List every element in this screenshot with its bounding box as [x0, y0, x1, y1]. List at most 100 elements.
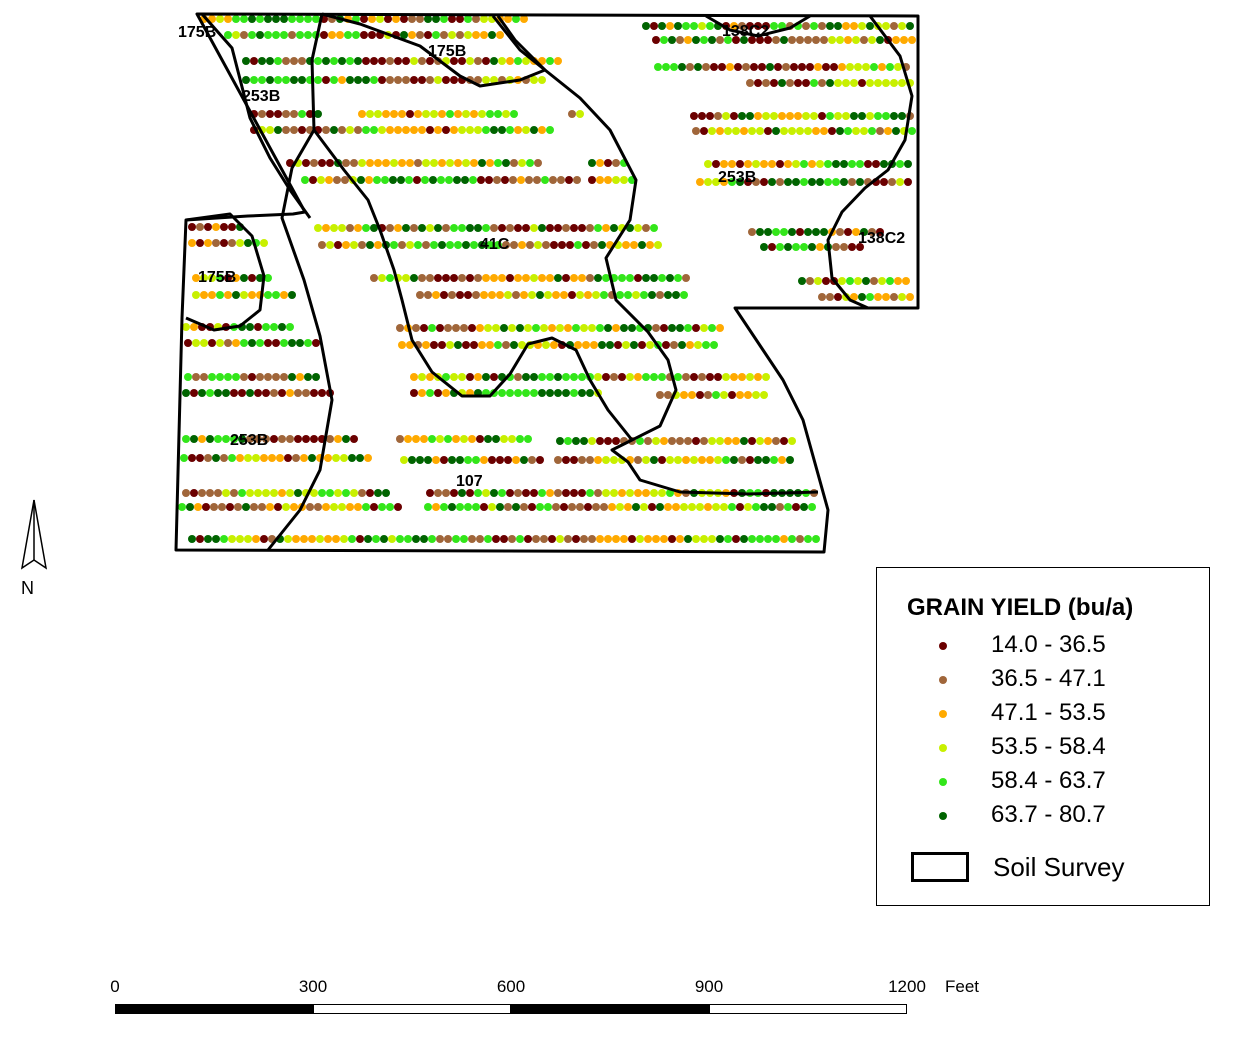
yield-point: [464, 15, 472, 23]
yield-point: [250, 76, 258, 84]
yield-point: [422, 241, 430, 249]
yield-point: [502, 341, 510, 349]
yield-point: [540, 535, 548, 543]
yield-point: [482, 373, 490, 381]
yield-point: [818, 112, 826, 120]
yield-point: [592, 503, 600, 511]
yield-point: [544, 291, 552, 299]
yield-point: [440, 291, 448, 299]
yield-point: [632, 291, 640, 299]
yield-point: [584, 503, 592, 511]
yield-point: [184, 373, 192, 381]
yield-point: [212, 239, 220, 247]
yield-point: [188, 535, 196, 543]
yield-point: [298, 57, 306, 65]
yield-point: [266, 76, 274, 84]
yield-point: [598, 341, 606, 349]
yield-point: [596, 535, 604, 543]
yield-point: [740, 127, 748, 135]
yield-point: [838, 277, 846, 285]
yield-point: [232, 31, 240, 39]
yield-point: [594, 456, 602, 464]
yield-point: [514, 489, 522, 497]
yield-point: [442, 373, 450, 381]
yield-point: [256, 339, 264, 347]
scale-bar-segment: [709, 1004, 907, 1014]
yield-point: [224, 373, 232, 381]
yield-point: [730, 22, 738, 30]
yield-point: [524, 535, 532, 543]
yield-point: [418, 76, 426, 84]
yield-point: [224, 15, 232, 23]
yield-point: [692, 535, 700, 543]
yield-point: [578, 224, 586, 232]
yield-point: [764, 535, 772, 543]
yield-point: [840, 243, 848, 251]
yield-point: [272, 373, 280, 381]
yield-point: [882, 79, 890, 87]
yield-point: [534, 241, 542, 249]
yield-point: [584, 291, 592, 299]
yield-point: [302, 389, 310, 397]
yield-point: [480, 15, 488, 23]
yield-point: [508, 324, 516, 332]
yield-point: [280, 291, 288, 299]
yield-point: [506, 489, 514, 497]
yield-point: [608, 503, 616, 511]
yield-point: [706, 22, 714, 30]
yield-point: [190, 323, 198, 331]
yield-point: [322, 224, 330, 232]
soil-boundary: [312, 129, 634, 441]
yield-point: [638, 341, 646, 349]
yield-point: [262, 323, 270, 331]
yield-point: [844, 36, 852, 44]
yield-point: [440, 15, 448, 23]
legend-item: 58.4 - 63.7: [939, 765, 1199, 799]
yield-point: [304, 373, 312, 381]
yield-point: [720, 391, 728, 399]
yield-point: [418, 224, 426, 232]
yield-point: [246, 435, 254, 443]
yield-point: [240, 373, 248, 381]
yield-point: [476, 435, 484, 443]
yield-point: [622, 341, 630, 349]
yield-point: [496, 291, 504, 299]
yield-point: [248, 373, 256, 381]
yield-point: [288, 15, 296, 23]
yield-point: [196, 223, 204, 231]
yield-point: [612, 324, 620, 332]
yield-point: [704, 178, 712, 186]
yield-point: [660, 324, 668, 332]
legend-item: 63.7 - 80.7: [939, 799, 1199, 833]
yield-point: [776, 178, 784, 186]
yield-point: [444, 435, 452, 443]
yield-point: [410, 57, 418, 65]
yield-point: [374, 159, 382, 167]
yield-point: [678, 341, 686, 349]
yield-point: [216, 339, 224, 347]
yield-point: [674, 274, 682, 282]
yield-point: [242, 76, 250, 84]
yield-point: [182, 489, 190, 497]
yield-point: [720, 178, 728, 186]
yield-point: [716, 127, 724, 135]
yield-point: [424, 31, 432, 39]
yield-point: [630, 341, 638, 349]
yield-point: [554, 389, 562, 397]
yield-point: [748, 127, 756, 135]
yield-point: [268, 454, 276, 462]
yield-point: [476, 324, 484, 332]
yield-point: [836, 127, 844, 135]
yield-point: [222, 389, 230, 397]
yield-point: [504, 503, 512, 511]
yield-point: [764, 437, 772, 445]
yield-point: [514, 224, 522, 232]
yield-point: [642, 22, 650, 30]
yield-point: [264, 31, 272, 39]
soil-boundary: [200, 13, 312, 219]
yield-point: [542, 341, 550, 349]
yield-point: [710, 341, 718, 349]
yield-point: [438, 159, 446, 167]
yield-point: [836, 228, 844, 236]
yield-point: [278, 435, 286, 443]
